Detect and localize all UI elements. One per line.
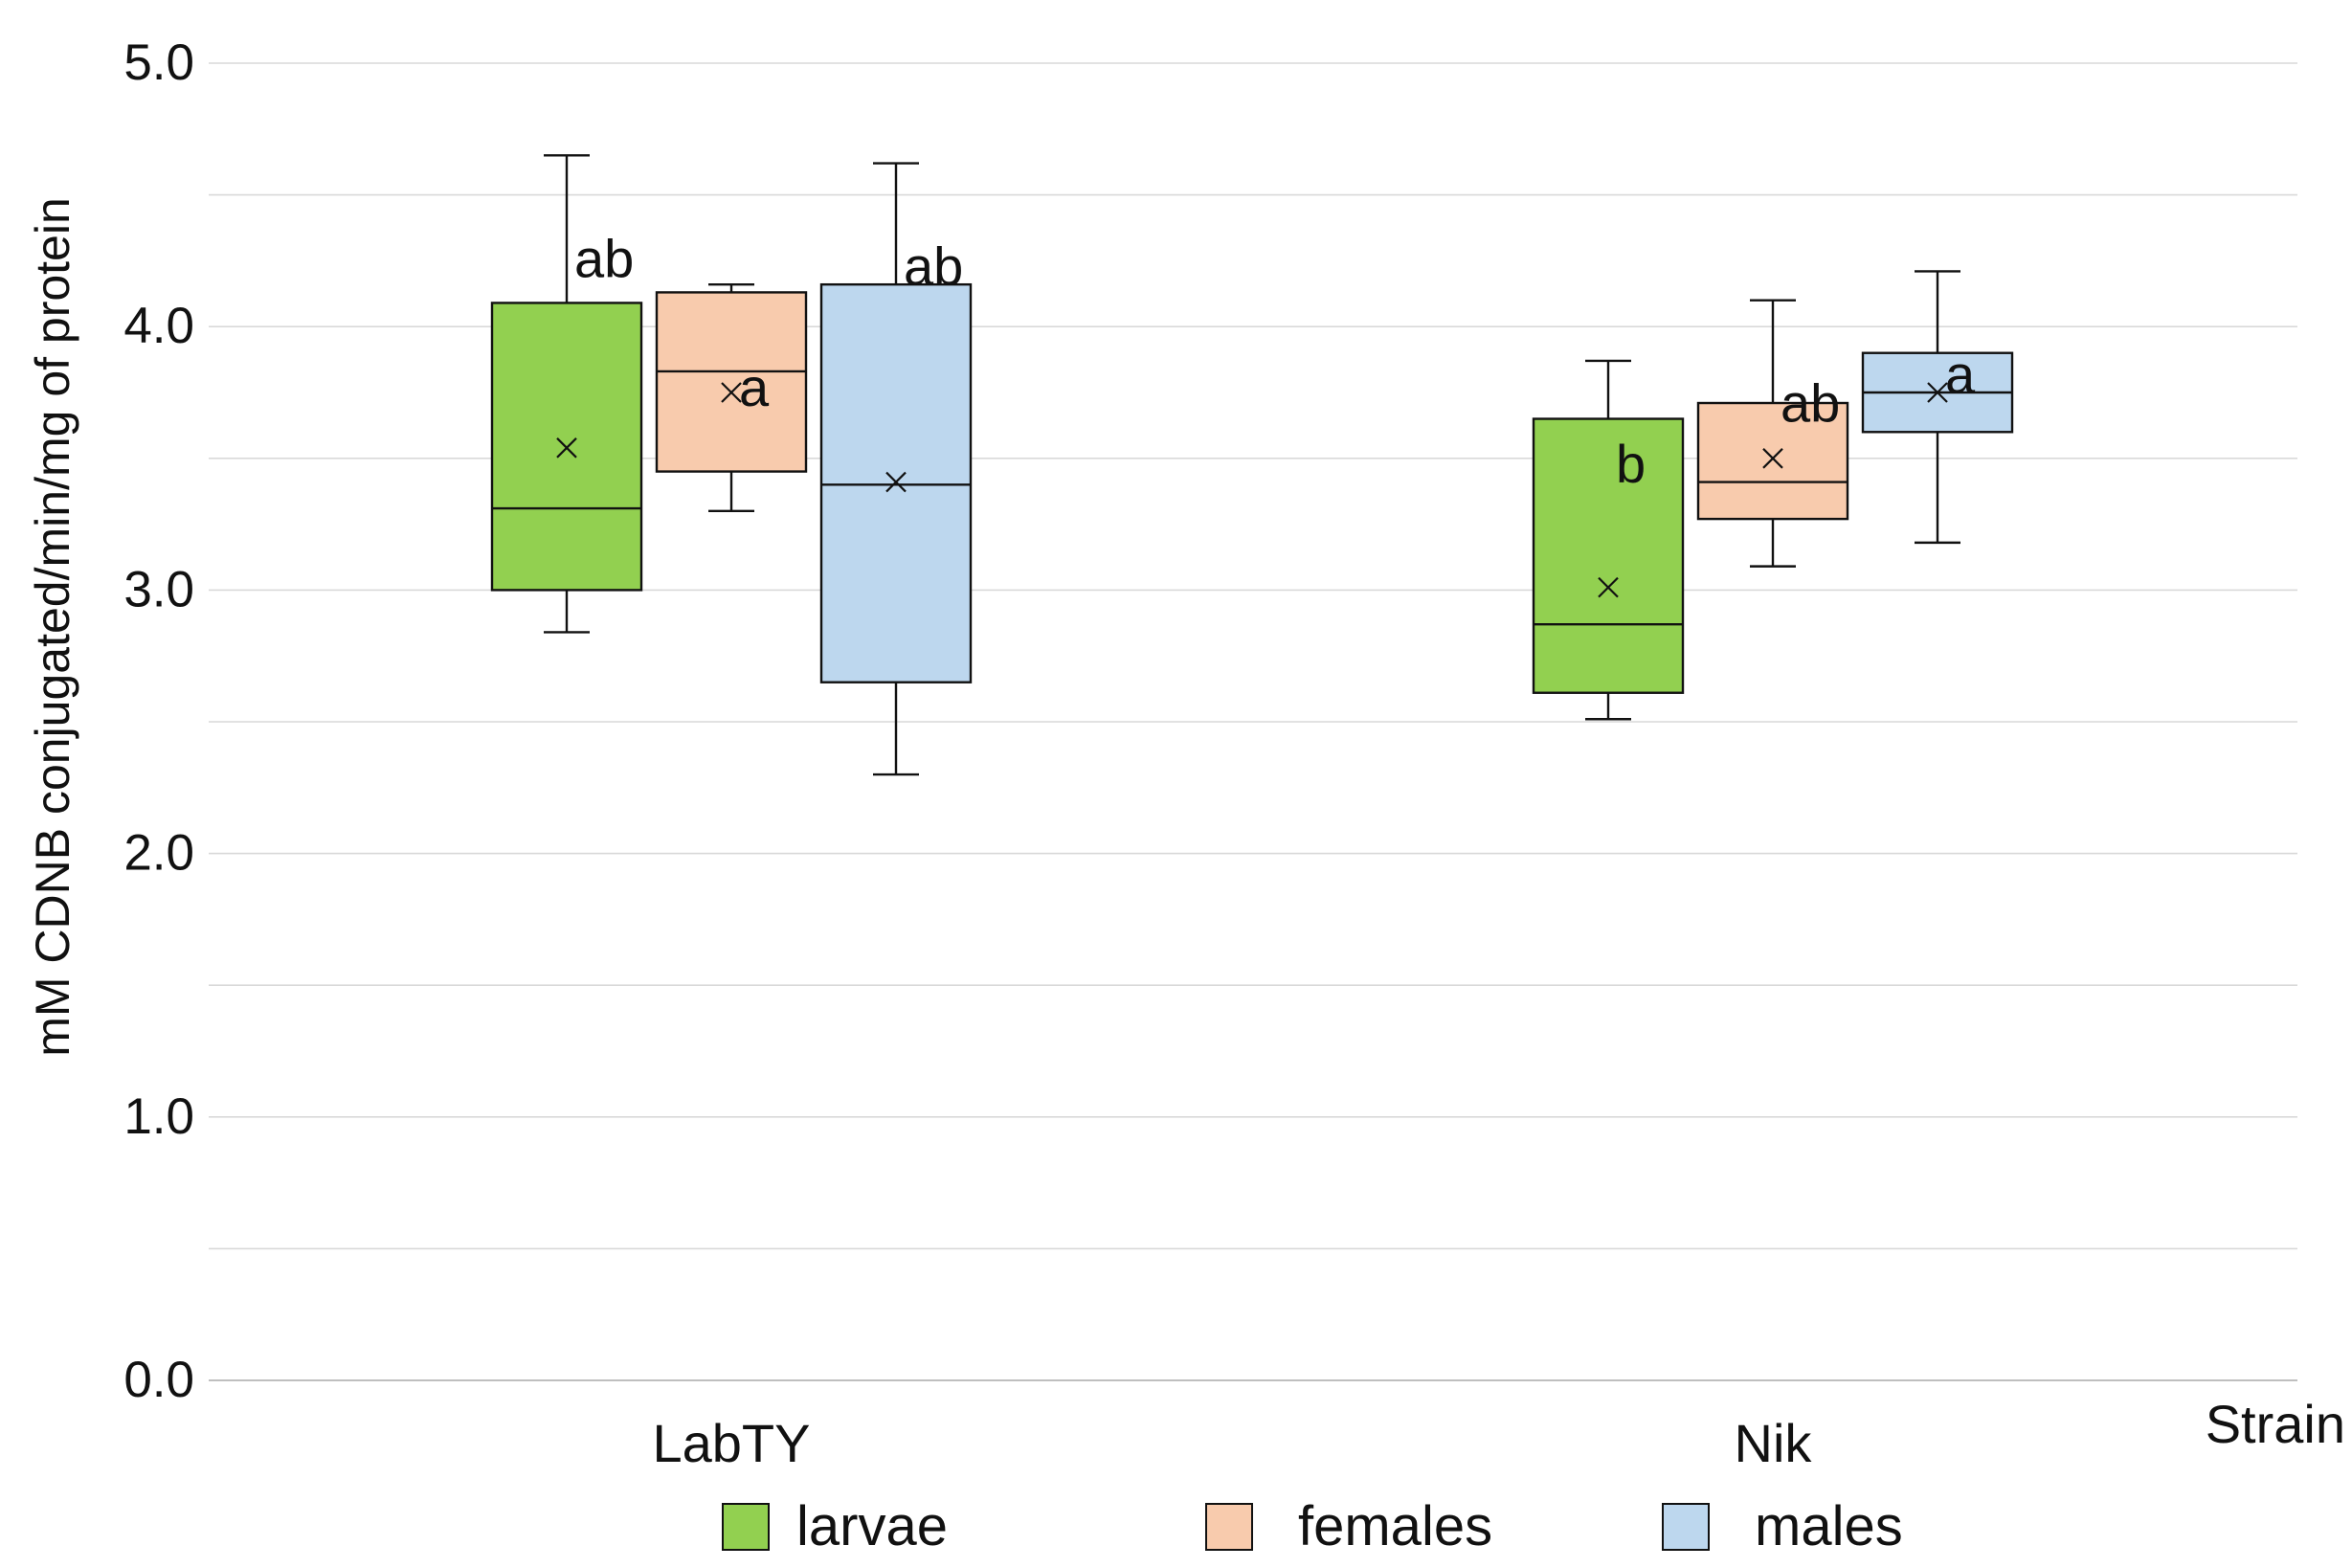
legend-item-females: females: [1205, 1495, 1492, 1557]
y-tick-label: 2.0: [123, 825, 194, 882]
y-tick-label: 5.0: [123, 34, 194, 91]
box-females-Nik: ab: [1696, 299, 1849, 568]
significance-label: b: [1616, 434, 1646, 494]
mean-marker: [885, 471, 907, 493]
mean-marker: [1598, 576, 1619, 598]
box-iqr: [1696, 401, 1849, 521]
box-series: ab b a ab ab a: [490, 154, 2014, 776]
legend-label: males: [1755, 1495, 1903, 1557]
box-larvae-LabTY: ab: [490, 154, 643, 634]
significance-label: ab: [904, 236, 963, 297]
significance-label: ab: [574, 228, 634, 288]
legend-label: females: [1298, 1495, 1492, 1557]
y-tick-label: 3.0: [123, 561, 194, 617]
box-iqr: [1532, 417, 1685, 694]
significance-label: a: [1945, 344, 1976, 404]
box-males-Nik: a: [1861, 270, 2014, 545]
legend-swatch: [1662, 1503, 1710, 1551]
box-males-LabTY: ab: [819, 162, 973, 776]
legend-label: larvae: [796, 1495, 948, 1557]
series-males: ab a: [819, 162, 2014, 776]
mean-marker: [1927, 382, 1948, 403]
legend-item-larvae: larvae: [722, 1495, 948, 1557]
box-iqr: [655, 291, 808, 473]
significance-label: a: [739, 357, 770, 417]
category-label: Nik: [1735, 1413, 1813, 1473]
y-axis-title: mM CDNB conjugated/min/mg of protein: [26, 197, 79, 1057]
y-tick-label: 4.0: [123, 298, 194, 354]
category-label: LabTY: [653, 1413, 811, 1473]
mean-marker: [721, 382, 742, 403]
box-larvae-Nik: b: [1532, 359, 1685, 721]
legend-item-males: males: [1662, 1495, 1903, 1557]
y-tick-label: 0.0: [123, 1352, 194, 1408]
legend-swatch: [722, 1503, 770, 1551]
x-axis-title: Strain: [2206, 1394, 2345, 1454]
mean-marker: [556, 437, 577, 459]
series-larvae: ab b: [490, 154, 1685, 721]
series-females: a ab: [655, 282, 1849, 568]
x-axis-categories: LabTY Nik: [653, 1413, 1813, 1473]
legend-swatch: [1205, 1503, 1253, 1551]
y-axis-ticks: 0.0 1.0 2.0 3.0 4.0 5.0: [123, 34, 194, 1408]
mean-marker: [1762, 448, 1783, 469]
box-females-LabTY: a: [655, 282, 808, 513]
legend: larvae females males: [722, 1495, 1903, 1557]
gridlines: [209, 62, 2297, 1381]
y-tick-label: 1.0: [123, 1088, 194, 1145]
significance-label: ab: [1781, 373, 1840, 434]
